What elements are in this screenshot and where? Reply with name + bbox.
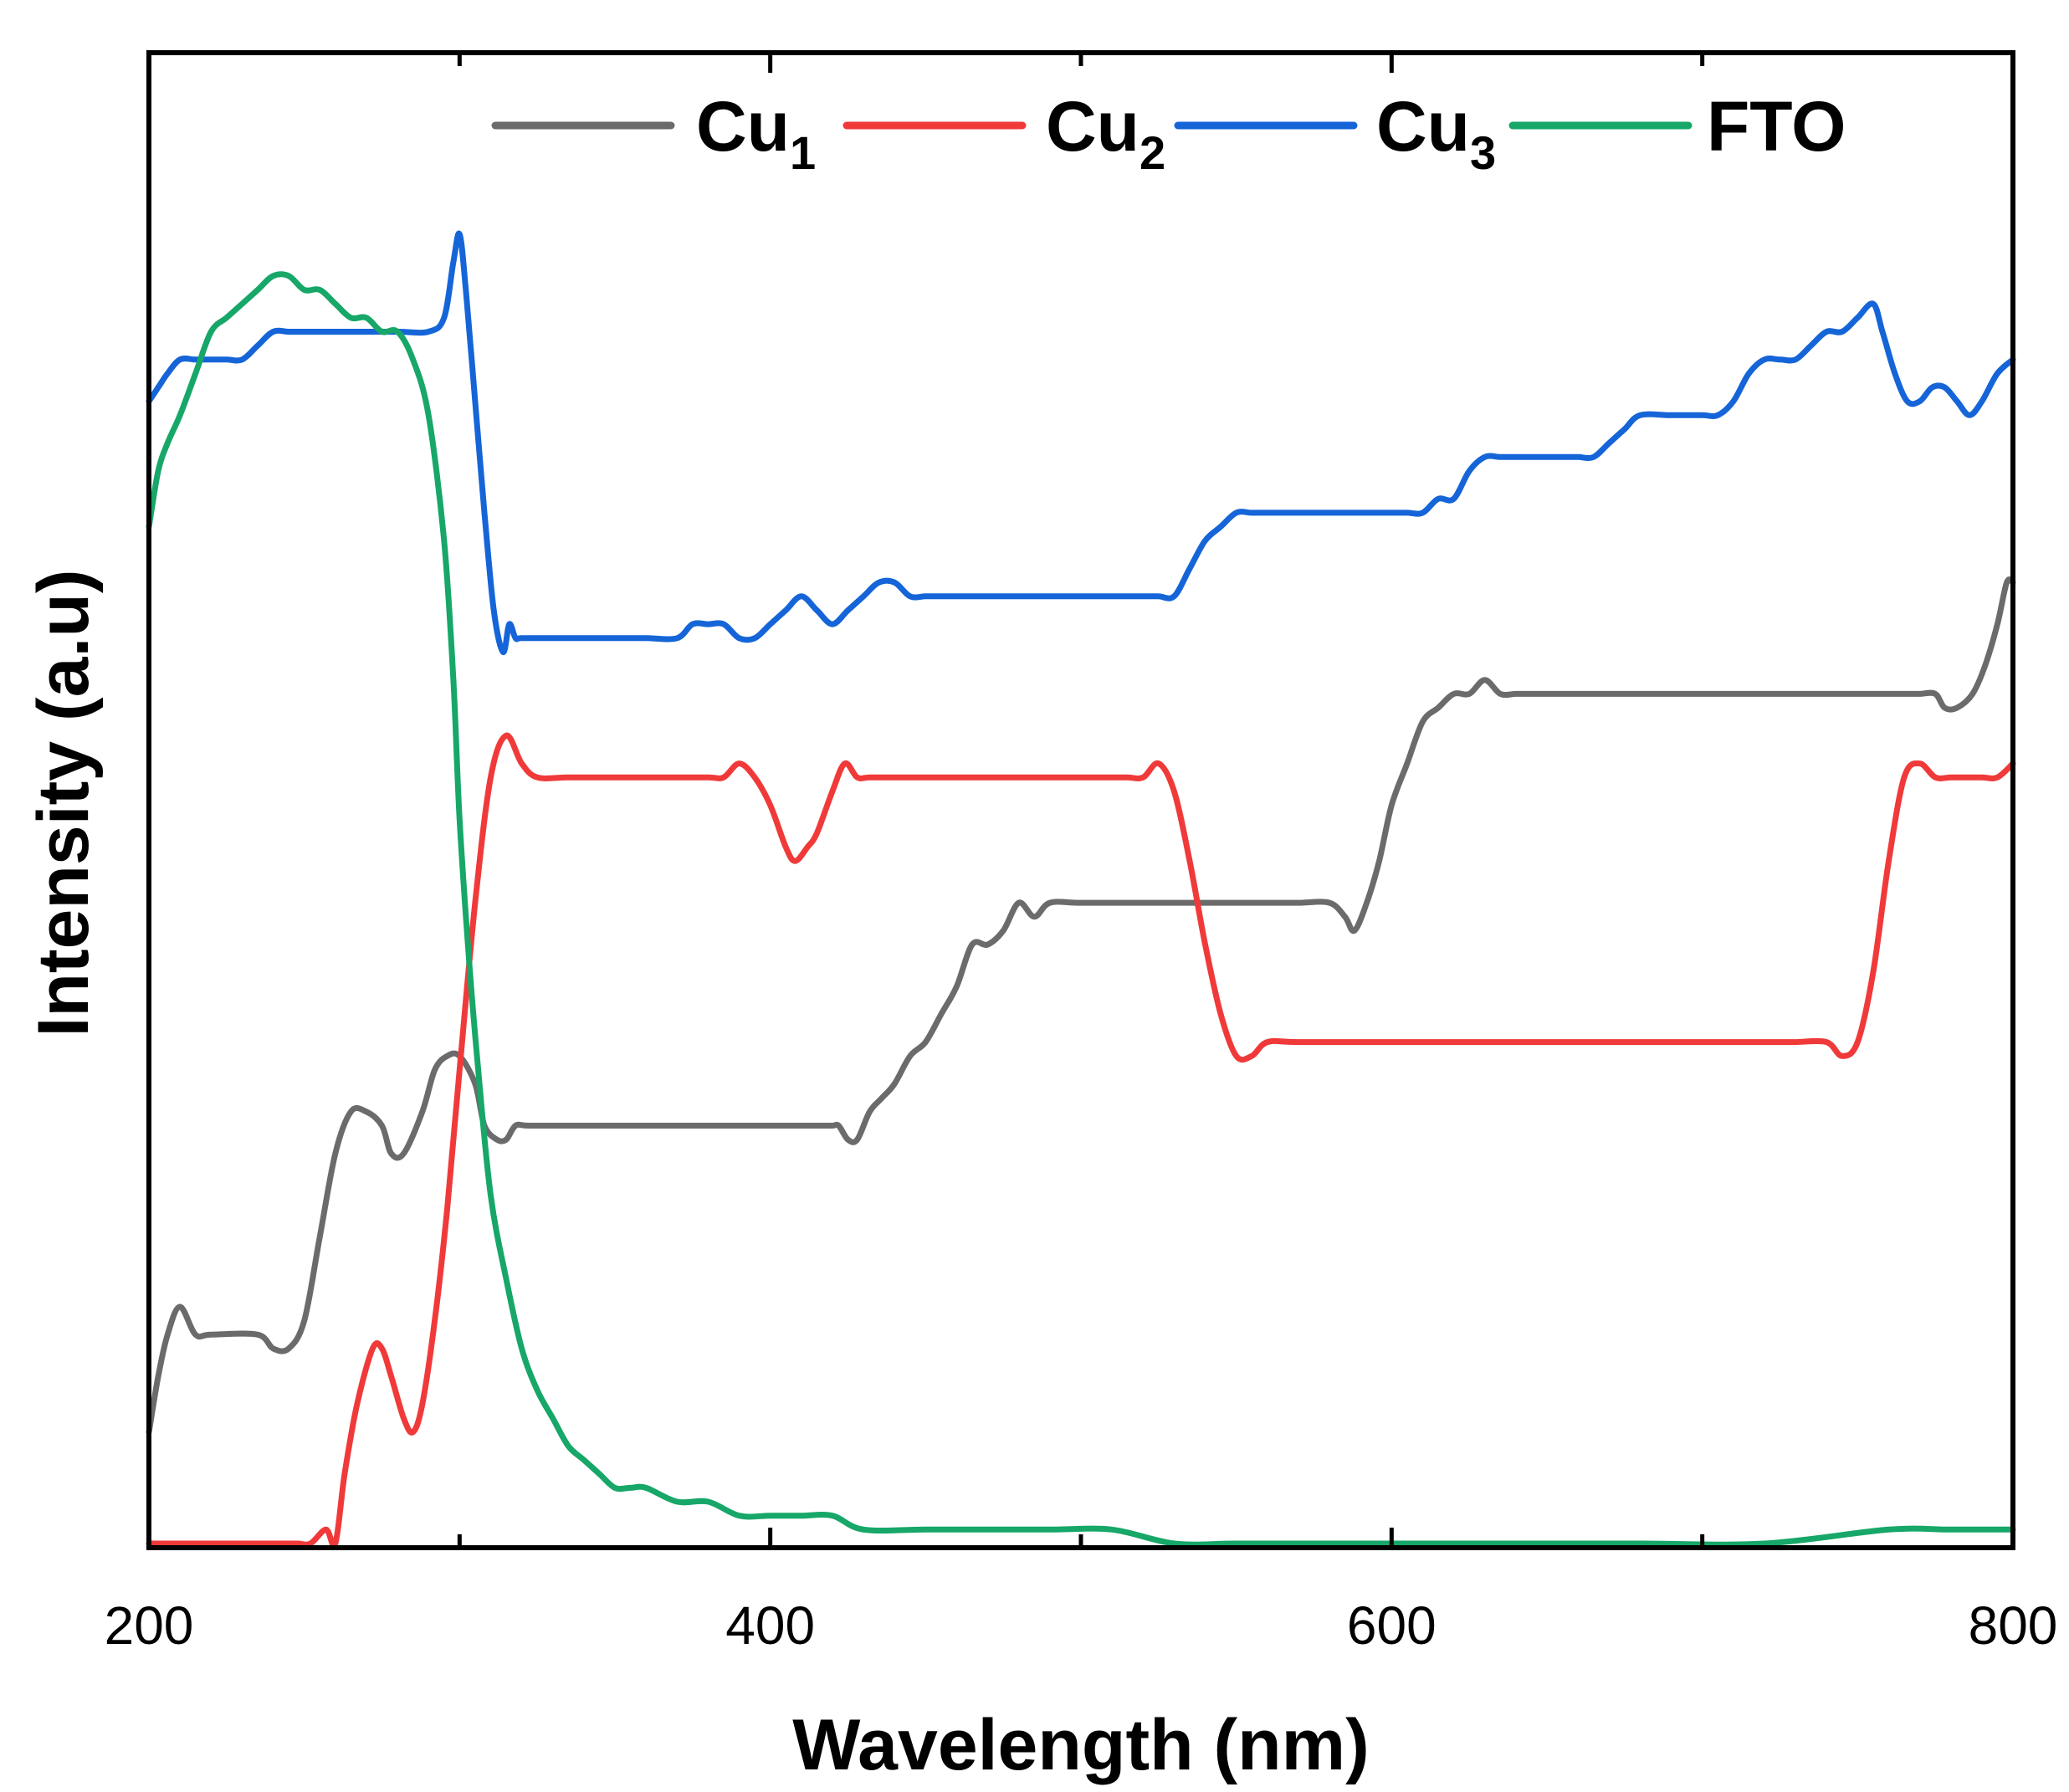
y-axis-title: Intensity (a.u) bbox=[23, 569, 104, 1037]
series-line-cu1 bbox=[146, 576, 2016, 1436]
x-tick-label: 400 bbox=[725, 1595, 815, 1656]
series-line-cu2 bbox=[146, 732, 2016, 1549]
svg-text:Cu2: Cu2 bbox=[1046, 87, 1165, 179]
legend-label-cu2: Cu bbox=[1046, 87, 1139, 166]
legend-sub-cu3: 3 bbox=[1470, 126, 1496, 179]
plot-frame bbox=[146, 50, 2015, 1550]
x-tick-labels: 200 400 600 800 bbox=[105, 1595, 2058, 1656]
legend-label-fto: FTO bbox=[1707, 87, 1846, 166]
legend-item-cu3: Cu3 bbox=[1174, 87, 1496, 179]
legend-label-cu1: Cu bbox=[696, 87, 790, 166]
legend-item-cu2: Cu2 bbox=[842, 87, 1165, 179]
legend-item-cu1: Cu1 bbox=[491, 87, 816, 179]
axis-ticks bbox=[146, 53, 2015, 1548]
legend: Cu1 Cu2 Cu3 FTO bbox=[491, 87, 1846, 179]
legend-sub-cu2: 2 bbox=[1139, 126, 1165, 179]
plot-lines bbox=[146, 230, 2016, 1549]
svg-text:Cu1: Cu1 bbox=[696, 87, 816, 179]
x-tick-label: 800 bbox=[1969, 1595, 2058, 1656]
x-tick-label: 200 bbox=[105, 1595, 194, 1656]
legend-item-fto: FTO bbox=[1508, 87, 1846, 166]
x-tick-label: 600 bbox=[1347, 1595, 1437, 1656]
svg-text:FTO: FTO bbox=[1707, 87, 1846, 166]
legend-label-cu3: Cu bbox=[1376, 87, 1470, 166]
series-line-fto bbox=[146, 271, 2016, 1548]
svg-text:Cu3: Cu3 bbox=[1376, 87, 1496, 179]
x-axis-title: Wavelength (nm) bbox=[792, 1705, 1370, 1785]
series-line-cu3 bbox=[146, 230, 2016, 655]
legend-sub-cu1: 1 bbox=[790, 126, 816, 179]
